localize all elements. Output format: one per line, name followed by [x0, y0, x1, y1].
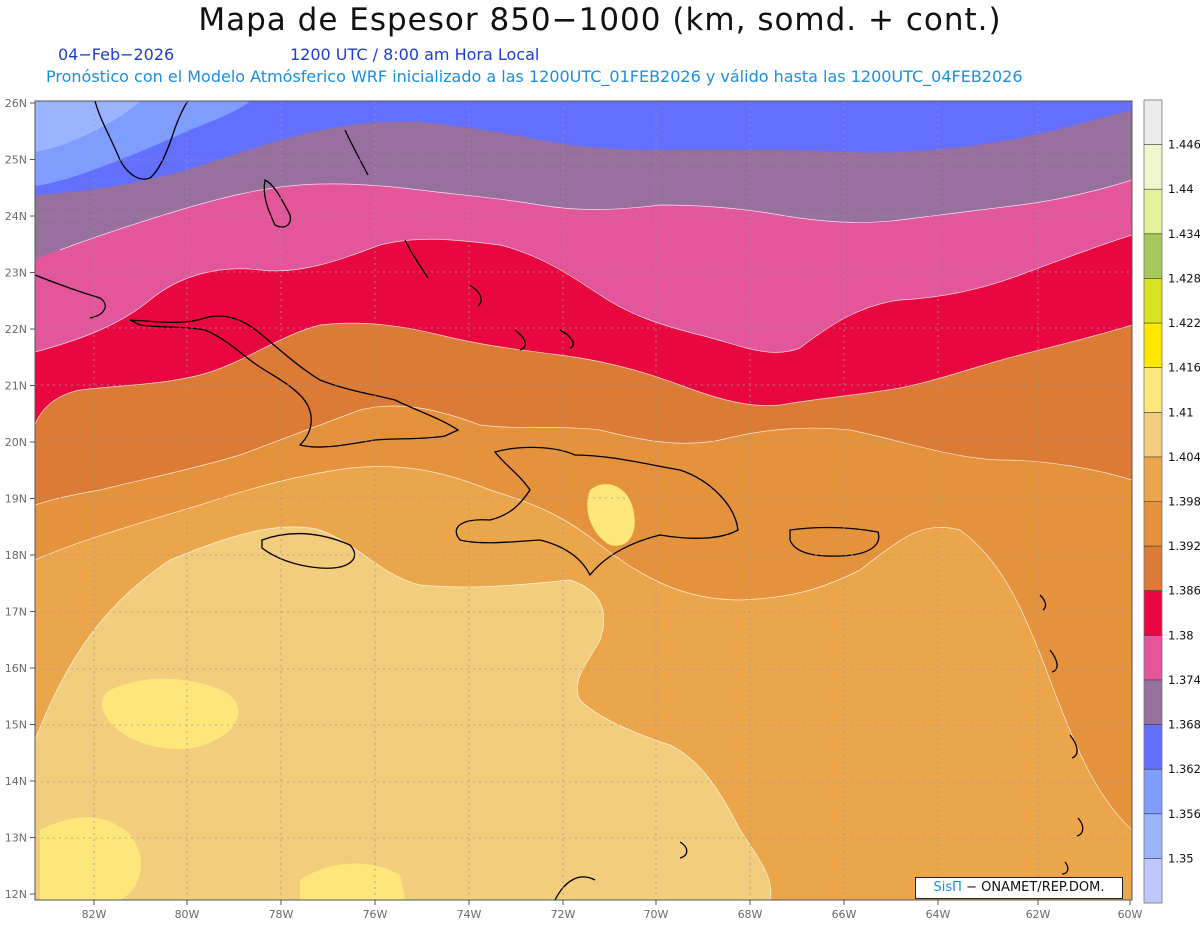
colorbar-swatch — [1144, 278, 1162, 324]
lat-label: 13N — [5, 832, 27, 845]
grid-lines — [35, 101, 1132, 900]
band-1404 — [35, 526, 771, 900]
lon-label: 76W — [363, 908, 388, 921]
band-1410-d — [587, 484, 635, 546]
colorbar-swatch — [1144, 233, 1162, 279]
lon-label: 60W — [1118, 908, 1143, 921]
coast-lesser-antilles — [1039, 594, 1084, 875]
forecast-subtitle: Pronóstico con el Modelo Atmósferico WRF… — [46, 67, 1023, 86]
band-1410-c — [300, 863, 405, 900]
colorbar-label: 1.41 — [1168, 405, 1194, 419]
longitude-axis: 82W 80W 78W 76W 74W 72W 70W 68W 66W 64W 62W 60W — [82, 900, 1143, 921]
coast-gulf — [35, 274, 106, 319]
coast-venezuela — [554, 841, 688, 900]
lon-label: 62W — [1026, 908, 1051, 921]
colorbar-label: 1.428 — [1168, 271, 1200, 285]
lon-label: 82W — [82, 908, 107, 921]
colorbar-swatch — [1144, 635, 1162, 681]
colorbar-label: 1.38 — [1168, 628, 1194, 642]
colorbar-label: 1.374 — [1168, 673, 1200, 687]
valid-date: 04−Feb−2026 — [58, 45, 175, 64]
lat-label: 25N — [5, 154, 27, 167]
coast-florida — [94, 101, 189, 180]
colorbar-swatch — [1144, 323, 1162, 369]
colorbar-swatch — [1144, 679, 1162, 725]
coast-andros — [263, 179, 291, 228]
colorbar-swatch — [1144, 100, 1162, 146]
lon-label: 70W — [644, 908, 669, 921]
coast-jamaica — [261, 533, 356, 569]
lat-label: 23N — [5, 267, 27, 280]
coast-cuba — [129, 315, 460, 448]
latitude-axis: 26N 25N 24N 23N 22N 21N 20N 19N 18N 17N 16N 15N 14N 1… — [5, 97, 35, 901]
colorbar-swatch — [1144, 590, 1162, 636]
lat-label: 20N — [5, 436, 27, 449]
lat-label: 17N — [5, 606, 27, 619]
colorbar-swatch — [1144, 189, 1162, 235]
colorbar-label: 1.416 — [1168, 361, 1200, 375]
lon-label: 72W — [551, 908, 576, 921]
colorbar-swatch — [1144, 501, 1162, 547]
lat-label: 16N — [5, 662, 27, 675]
band-1350 — [35, 101, 140, 152]
coast-hispaniola — [455, 446, 739, 577]
plot-frame — [34, 100, 1133, 901]
lat-label: 19N — [5, 493, 27, 506]
lon-label: 78W — [269, 908, 294, 921]
colorbar-swatch — [1144, 769, 1162, 815]
colorbar-label: 1.434 — [1168, 227, 1200, 241]
credit-text: − ONAMET/REP.DOM. — [966, 880, 1105, 895]
coast-bahamas — [344, 129, 574, 351]
lon-label: 68W — [738, 908, 763, 921]
colorbar-label: 1.356 — [1168, 807, 1200, 821]
lon-label: 66W — [832, 908, 857, 921]
lon-label: 74W — [457, 908, 482, 921]
band-1410-a — [102, 678, 239, 750]
colorbar-swatch — [1144, 724, 1162, 770]
coastlines — [35, 101, 1084, 900]
lat-label: 24N — [5, 210, 27, 223]
colorbar-swatch — [1144, 456, 1162, 502]
colorbar-label: 1.404 — [1168, 450, 1200, 464]
lat-label: 12N — [5, 888, 27, 901]
valid-time: 1200 UTC / 8:00 am Hora Local — [290, 45, 540, 64]
map-title: Mapa de Espesor 850−1000 (km, somd. + co… — [198, 2, 1002, 38]
lat-label: 15N — [5, 719, 27, 732]
credit-box: SisΠ − ONAMET/REP.DOM. — [915, 877, 1123, 899]
colorbar-label: 1.386 — [1168, 584, 1200, 598]
colorbar-swatch — [1144, 144, 1162, 190]
colorbar-label: 1.44 — [1168, 182, 1194, 196]
lat-label: 26N — [5, 97, 27, 110]
lat-label: 18N — [5, 549, 27, 562]
credit-brand: SisΠ — [933, 880, 962, 895]
colorbar: 1.446 1.44 1.434 1.428 1.422 1.416 1.41 1.404 1.… — [1143, 99, 1200, 904]
colorbar-label: 1.422 — [1168, 316, 1200, 330]
lon-label: 64W — [926, 908, 951, 921]
colorbar-swatch — [1144, 858, 1162, 904]
lat-label: 14N — [5, 775, 27, 788]
colorbar-label: 1.35 — [1168, 851, 1194, 865]
colorbar-label: 1.392 — [1168, 539, 1200, 553]
band-1362 — [35, 101, 1132, 195]
lon-label: 80W — [175, 908, 200, 921]
colorbar-label: 1.362 — [1168, 762, 1200, 776]
colorbar-swatch — [1144, 367, 1162, 413]
lat-label: 21N — [5, 380, 27, 393]
thickness-bands — [35, 101, 1132, 900]
colorbar-swatch — [1144, 546, 1162, 592]
colorbar-label: 1.368 — [1168, 718, 1200, 732]
coast-puerto-rico — [789, 526, 880, 557]
colorbar-label: 1.446 — [1168, 138, 1200, 152]
colorbar-swatch — [1144, 412, 1162, 458]
contour-lines — [35, 179, 1132, 900]
lat-label: 22N — [5, 323, 27, 336]
colorbar-swatch — [1144, 813, 1162, 859]
colorbar-label: 1.398 — [1168, 495, 1200, 509]
